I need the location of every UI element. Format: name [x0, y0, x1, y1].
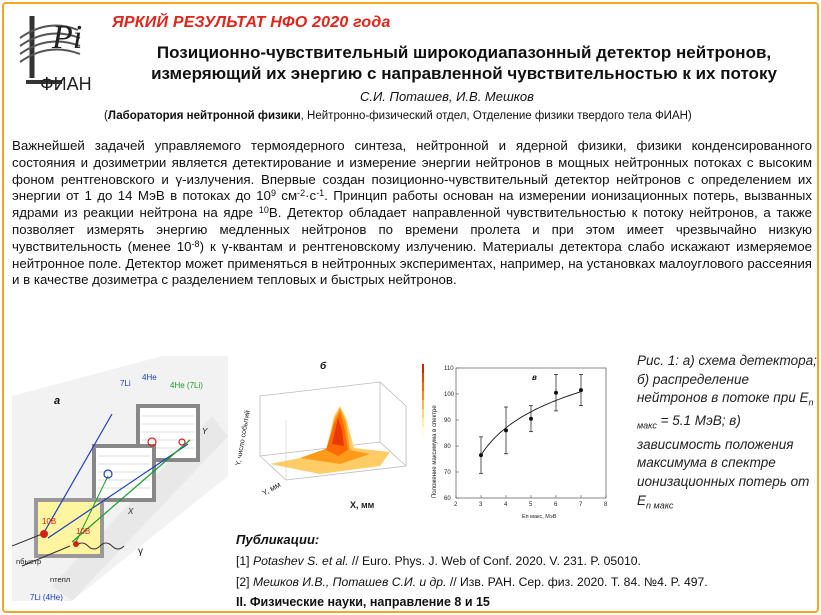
label-n-thermal: nтепл — [50, 575, 70, 584]
body-part: . Принцип работы основан на измерении ио… — [12, 188, 812, 221]
plot-frame — [455, 367, 607, 499]
pub-num: [1] — [236, 554, 253, 568]
fig-b-label: б — [320, 360, 327, 372]
pub-ref: // Изв. РАН. Сер. физ. 2020. Т. 84. №4. … — [446, 575, 708, 589]
pub-num: [2] — [236, 575, 253, 589]
fig-c-ylabel: Положение максимума в спектре — [432, 405, 438, 498]
label-li7-top: 7Li — [120, 379, 131, 388]
heat-surface — [270, 406, 390, 474]
x-tick-label: 4 — [504, 502, 508, 508]
y-tick-label: 70 — [444, 470, 451, 476]
colorbar-segment — [422, 400, 424, 409]
svg-text:Pi: Pi — [51, 19, 82, 56]
label-b10-1: 10B — [42, 517, 56, 526]
main-paragraph: Важнейшей задачей управляемого термоядер… — [12, 138, 812, 289]
x-tick-label: 7 — [579, 502, 583, 508]
caption-sub: n макс — [637, 397, 814, 432]
body-part: см — [275, 188, 298, 204]
body-sup: -8 — [191, 238, 200, 249]
page-title: Позиционно-чувствительный широкодиапазон… — [114, 42, 814, 84]
chart-plot-area: 2 3 4 5 6 7 8 60 70 80 90 100 110 — [444, 366, 608, 508]
affil-open: ( — [104, 110, 108, 122]
caption-sub: n макс — [646, 500, 674, 511]
label-gamma: γ — [138, 546, 143, 557]
colorbar-segment — [422, 373, 424, 382]
pub-authors: Мешков И.В., Поташев С.И. и др. — [252, 575, 447, 589]
fig-b-xlabel: X, мм — [350, 500, 375, 510]
fig-b-zlabel: Y, число событий — [234, 409, 252, 466]
fig-c-label: в — [532, 373, 537, 382]
colorbar-segment — [422, 418, 424, 427]
label-li7-he4: 7Li (4He) — [30, 593, 63, 601]
y-tick-label: 60 — [444, 496, 451, 502]
body-part: ) к γ-квантам и рентгеновскому излучению… — [12, 238, 813, 288]
publication-1: [1] Potashev S. et al. // Euro. Phys. J.… — [236, 554, 641, 568]
fig-c-xlabel: Eп макс, МэВ — [522, 514, 557, 520]
label-he4-top: 4He — [142, 373, 157, 382]
body-sup: 10 — [258, 205, 269, 216]
fig-b-ylabel: Y, мм — [261, 480, 283, 498]
y-tick-label: 110 — [444, 366, 454, 372]
fig-a-label: а — [54, 395, 60, 407]
colorbar-segment — [422, 427, 424, 436]
figure-caption: Рис. 1: а) схема детектора; б) распредел… — [637, 352, 817, 515]
publications-heading: Публикации: — [236, 532, 320, 547]
x-tick-label: 8 — [604, 502, 608, 508]
publication-2: [2] Мешков И.В., Поташев С.И. и др. // И… — [236, 575, 708, 589]
label-b10-2: 10B — [76, 527, 90, 536]
title-line-2: измеряющий их энергию с направленной чув… — [151, 64, 777, 83]
data-point — [554, 390, 558, 395]
caption-part: = 5.1 МэВ; в) зависимость положения макс… — [637, 413, 810, 508]
body-sup: -2 — [297, 188, 306, 199]
data-point — [579, 388, 583, 393]
label-he4-li7: 4He (7Li) — [170, 381, 203, 390]
y-tick-label: 80 — [444, 444, 451, 450]
figure-a-detector-schematic: а 7Li 4He 4He (7Li) 10B — [12, 356, 228, 601]
colorbar-segment — [422, 391, 424, 400]
label-n-fast: nбыстр — [16, 557, 41, 566]
footer-direction: II. Физические науки, направление 8 и 15 — [236, 595, 490, 609]
colorbar-segment — [422, 382, 424, 391]
x-tick-label: 3 — [479, 502, 483, 508]
banner-heading: ЯРКИЙ РЕЗУЛЬТАТ НФО 2020 года — [112, 14, 391, 31]
y-tick-label: 90 — [444, 418, 451, 424]
colorbar-segment — [422, 364, 424, 373]
body-part: Важнейшей задачей управляемого термоядер… — [12, 138, 812, 204]
body-sup: -1 — [316, 188, 325, 199]
pub-ref: // Euro. Phys. J. Web of Conf. 2020. V. … — [348, 554, 641, 568]
label-y-axis: Y — [202, 427, 208, 436]
detector-plane-back — [136, 404, 200, 462]
logo-org-text: ФИАН — [40, 74, 92, 92]
colorbar-segment — [422, 409, 424, 418]
body-sup: 9 — [270, 188, 276, 199]
y-tick-label: 100 — [444, 392, 455, 398]
affil-lab: Лаборатория нейтронной физики — [107, 110, 301, 122]
x-tick-label: 2 — [454, 502, 458, 508]
title-line-1: Позиционно-чувствительный широкодиапазон… — [156, 43, 772, 62]
x-tick-label: 6 — [554, 502, 558, 508]
pub-authors: Potashev S. et al. — [252, 554, 349, 568]
body-part: B. Детектор обладает направленной чувств… — [12, 205, 812, 254]
affiliation: (Лаборатория нейтронной физики, Нейтронн… — [104, 110, 692, 122]
caption-part: Рис. 1: а) схема детектора; б) распредел… — [637, 353, 817, 406]
affil-rest: , Нейтронно-физический отдел, Отделение … — [300, 110, 692, 122]
figure-c-peak-position-chart: 80706050403020100 234567860708090100110 … — [422, 364, 608, 520]
authors: С.И. Поташев, И.В. Мешков — [360, 89, 534, 104]
label-x-axis: X — [127, 507, 134, 516]
data-point — [529, 416, 533, 421]
body-part: ·с — [305, 188, 317, 204]
data-point — [479, 453, 483, 458]
fian-logo: Pi ФИАН — [19, 16, 92, 92]
figure-b-3d-distribution: б Y, число событий X, мм Y, мм — [234, 360, 407, 510]
data-point — [504, 428, 508, 433]
x-tick-label: 5 — [529, 502, 533, 508]
colorbar: 80706050403020100 — [422, 364, 424, 436]
